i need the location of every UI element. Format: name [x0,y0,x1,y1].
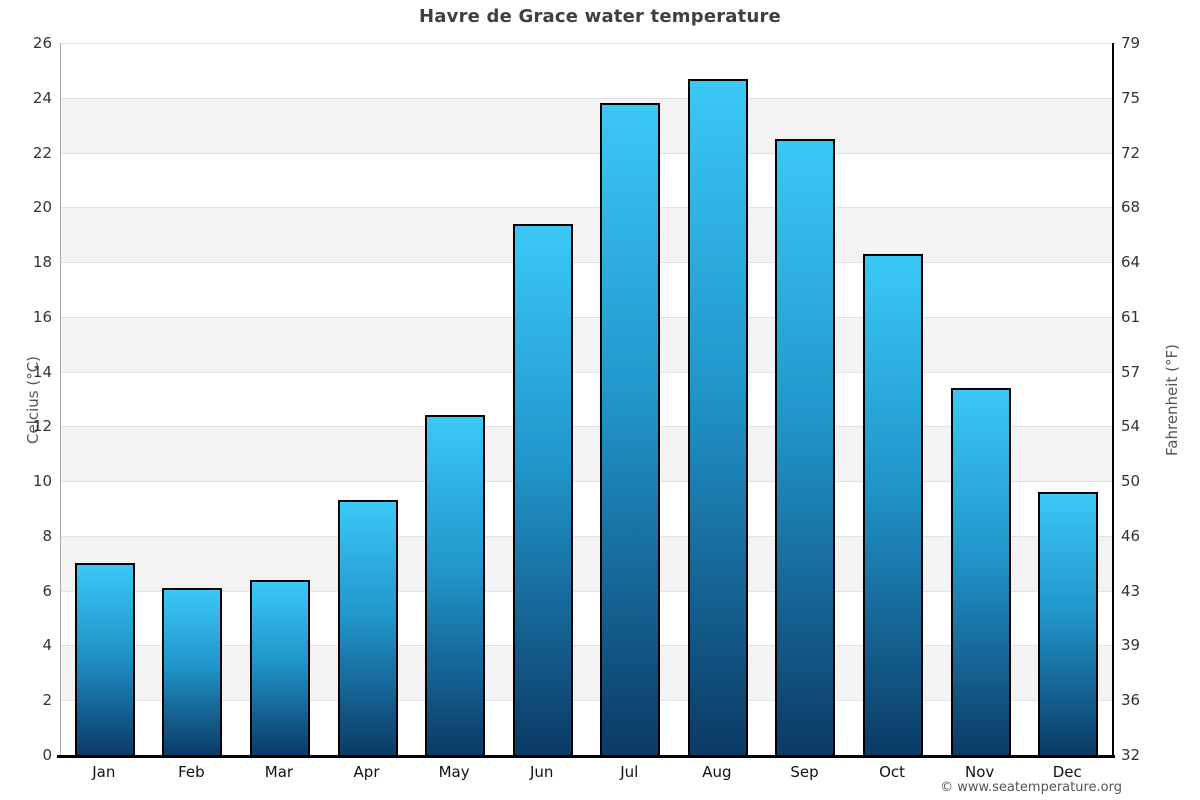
plot-band [61,262,1112,317]
temperature-bar-may[interactable] [425,415,486,755]
temperature-bar-nov[interactable] [950,388,1011,755]
plot-band [61,43,1112,98]
copyright-credit: © www.seatemperature.org [940,780,1122,795]
fahrenheit-tick-79: 79 [1121,34,1141,52]
chart-title: Havre de Grace water temperature [419,6,781,27]
plot-band [61,97,1112,153]
gridline [61,426,1112,428]
celsius-tick-18: 18 [32,253,52,272]
month-label-dec: Dec [1052,763,1082,781]
fahrenheit-tick-46: 46 [1121,526,1141,545]
month-label-jan: Jan [92,763,116,781]
fahrenheit-tick-43: 43 [1121,581,1141,600]
celsius-tick-16: 16 [32,307,52,326]
plot-band [61,207,1112,263]
gridline [61,43,1112,44]
plot-band [61,590,1112,646]
fahrenheit-tick-61: 61 [1121,307,1141,326]
celsius-tick-12: 12 [32,417,52,436]
gridline [61,97,1112,99]
plot-band [61,535,1112,591]
celsius-tick-0: 0 [42,746,52,764]
plot-band [61,481,1112,536]
month-label-jun: Jun [529,763,554,781]
gridline [61,590,1112,592]
gridline [61,316,1112,318]
celsius-tick-22: 22 [32,143,52,162]
fahrenheit-tick-64: 64 [1121,253,1141,272]
celsius-tick-14: 14 [32,362,52,381]
gridline [61,152,1112,154]
plot-band [61,645,1112,701]
month-label-apr: Apr [353,763,380,781]
fahrenheit-tick-32: 32 [1121,746,1141,764]
temperature-bar-jul[interactable] [600,103,661,755]
month-label-sep: Sep [790,763,819,781]
temperature-bar-aug[interactable] [687,78,748,755]
month-label-mar: Mar [264,763,294,781]
x-axis-line [57,755,1115,758]
plot-band [61,152,1112,208]
gridline [61,207,1112,209]
month-label-nov: Nov [964,763,995,781]
month-label-may: May [438,763,470,781]
temperature-bar-oct[interactable] [863,253,924,755]
plot-band [61,371,1112,427]
plot-band [61,426,1112,482]
fahrenheit-tick-72: 72 [1121,143,1141,162]
celsius-tick-2: 2 [42,691,52,710]
celsius-tick-8: 8 [42,526,52,545]
celsius-tick-24: 24 [32,88,52,107]
plot-band [61,700,1112,755]
celsius-tick-10: 10 [32,472,52,491]
temperature-bar-feb[interactable] [162,587,223,755]
fahrenheit-tick-39: 39 [1121,636,1141,655]
month-label-oct: Oct [879,763,905,781]
temperature-bar-dec[interactable] [1038,492,1099,755]
temperature-bar-jan[interactable] [74,563,135,755]
month-label-jul: Jul [620,763,639,781]
fahrenheit-tick-36: 36 [1121,691,1141,710]
gridline [61,371,1112,373]
month-label-aug: Aug [702,763,732,781]
temperature-bar-apr[interactable] [337,500,398,755]
fahrenheit-tick-68: 68 [1121,198,1141,217]
plot-area [60,43,1114,755]
gridline [61,700,1112,702]
month-label-feb: Feb [178,763,205,781]
gridline [61,262,1112,264]
gridline [61,535,1112,537]
celsius-tick-20: 20 [32,198,52,217]
temperature-bar-mar[interactable] [249,579,310,755]
temperature-bar-jun[interactable] [512,223,573,755]
temperature-bar-sep[interactable] [775,138,836,755]
fahrenheit-tick-54: 54 [1121,417,1141,436]
plot-band [61,316,1112,372]
celsius-tick-6: 6 [42,581,52,600]
fahrenheit-tick-75: 75 [1121,88,1141,107]
fahrenheit-tick-50: 50 [1121,472,1141,491]
celsius-tick-4: 4 [42,636,52,655]
gridline [61,645,1112,647]
gridline [61,481,1112,483]
fahrenheit-tick-57: 57 [1121,362,1141,381]
celsius-tick-26: 26 [32,34,52,52]
